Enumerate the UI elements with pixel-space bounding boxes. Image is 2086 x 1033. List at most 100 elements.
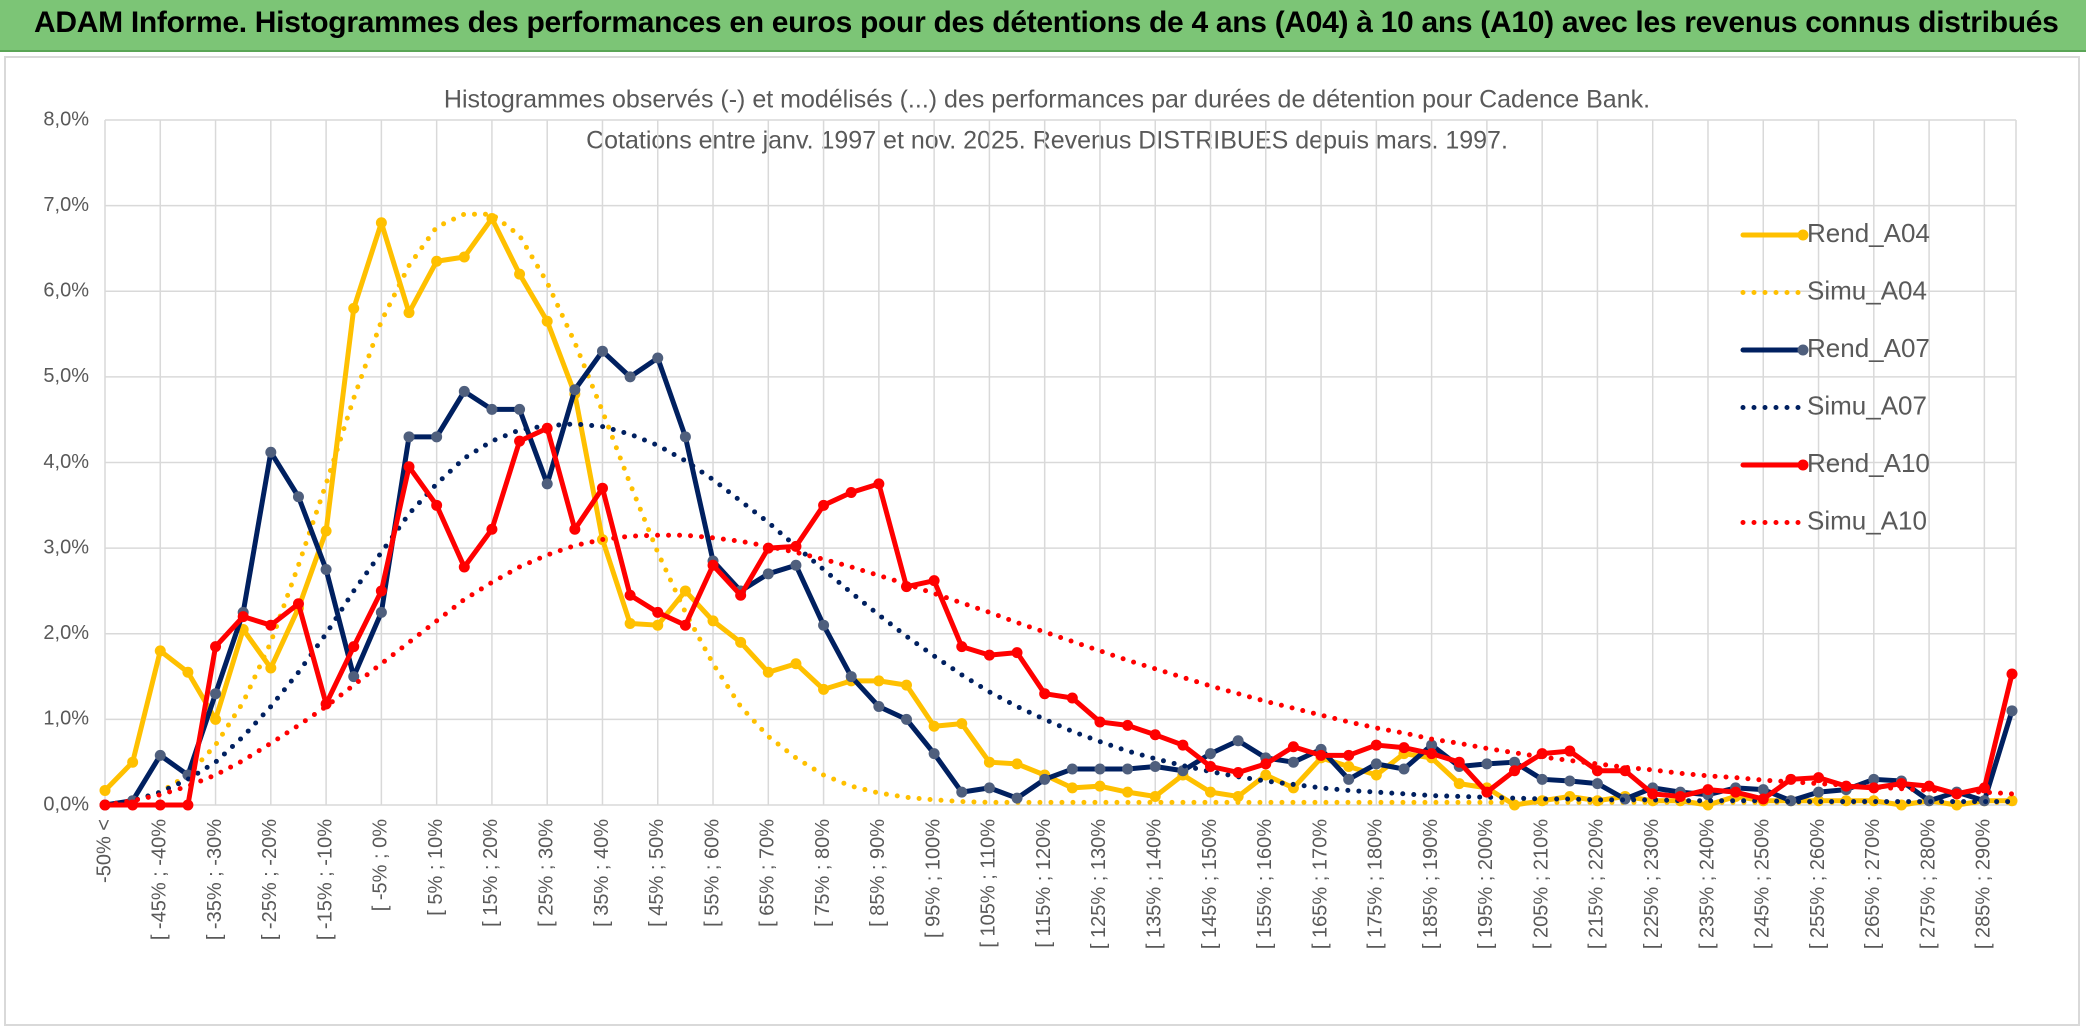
legend-marker	[1797, 229, 1809, 241]
series-line	[102, 532, 2015, 808]
data-point	[1011, 758, 1023, 770]
x-tick-label: [ 255% ; 260%	[1807, 819, 1829, 949]
data-point	[182, 799, 194, 811]
data-point	[1757, 784, 1769, 796]
data-point	[707, 559, 719, 571]
data-point	[237, 611, 249, 623]
data-point	[1453, 756, 1465, 768]
data-point	[983, 782, 995, 794]
data-point	[210, 713, 222, 725]
data-point	[431, 431, 443, 443]
data-point	[1066, 782, 1078, 794]
x-tick-label: [ 125% ; 130%	[1088, 819, 1110, 949]
x-tick-label: [ 205% ; 210%	[1530, 819, 1552, 949]
data-point	[790, 559, 802, 571]
data-point	[1398, 742, 1410, 754]
data-point	[292, 491, 304, 503]
x-tick-label: [ 95% ; 100%	[922, 819, 944, 938]
data-point	[624, 371, 636, 383]
data-point	[1564, 745, 1576, 757]
data-point	[956, 718, 968, 730]
data-point	[1923, 780, 1935, 792]
data-point	[1094, 780, 1106, 792]
x-tick-label: [ -5% ; 0%	[370, 819, 392, 911]
data-point	[320, 564, 332, 576]
data-point	[265, 619, 277, 631]
x-tick-label: [ 45% ; 50%	[646, 819, 668, 927]
y-tick-label: 4,0%	[43, 451, 89, 473]
data-point	[403, 461, 415, 473]
data-point	[1122, 786, 1134, 798]
legend-item: Simu_A10	[1740, 505, 1927, 535]
data-point	[182, 666, 194, 678]
x-tick-label: [ 25% ; 30%	[535, 819, 557, 927]
data-point	[1509, 765, 1521, 777]
x-tick-label: [ 135% ; 140%	[1144, 819, 1166, 949]
x-tick-label: [ 115% ; 120%	[1033, 819, 1055, 948]
chart-subtitle: Cotations entre janv. 1997 et nov. 2025.…	[586, 127, 1508, 155]
data-point	[99, 784, 111, 796]
data-point	[1370, 758, 1382, 770]
data-point	[292, 598, 304, 610]
data-point	[900, 679, 912, 691]
data-point	[762, 666, 774, 678]
data-point	[541, 422, 553, 434]
x-tick-label: [ 65% ; 70%	[757, 819, 779, 927]
x-tick-label: [ 145% ; 150%	[1199, 819, 1221, 949]
y-tick-label: 3,0%	[43, 536, 89, 558]
data-point	[1260, 769, 1272, 781]
data-point	[1481, 786, 1493, 798]
y-tick-label: 5,0%	[43, 365, 89, 387]
data-point	[154, 749, 166, 761]
legend-marker	[1797, 459, 1809, 471]
data-point	[1951, 788, 1963, 800]
data-point	[1094, 716, 1106, 728]
x-tick-label: [ 75% ; 80%	[812, 819, 834, 927]
data-point	[375, 585, 387, 597]
data-point	[1370, 739, 1382, 751]
data-point	[1094, 763, 1106, 775]
data-point	[1343, 760, 1355, 772]
data-point	[1149, 760, 1161, 772]
y-tick-label: 8,0%	[43, 108, 89, 130]
data-point	[1978, 782, 1990, 794]
y-tick-label: 0,0%	[43, 793, 89, 815]
legend-item: Rend_A04	[1740, 218, 1930, 248]
data-point	[652, 352, 664, 364]
series-line	[102, 421, 2015, 808]
data-point	[541, 315, 553, 327]
data-point	[1232, 735, 1244, 747]
data-point	[265, 446, 277, 458]
data-point	[541, 478, 553, 490]
data-point	[1813, 786, 1825, 798]
data-point	[707, 615, 719, 627]
legend-item: Rend_A10	[1740, 448, 1930, 478]
y-tick-label: 1,0%	[43, 708, 89, 730]
x-tick-label: [ 235% ; 240%	[1696, 819, 1718, 949]
x-tick-label: [ 285% ; 290%	[1973, 819, 1995, 949]
data-point	[983, 649, 995, 661]
data-point	[2006, 668, 2018, 680]
data-point	[983, 756, 995, 768]
x-tick-label: [ 15% ; 20%	[480, 819, 502, 927]
data-point	[1509, 756, 1521, 768]
data-point	[735, 589, 747, 601]
data-point	[514, 435, 526, 447]
data-point	[679, 431, 691, 443]
data-point	[1315, 749, 1327, 761]
data-point	[127, 799, 139, 811]
data-point	[514, 403, 526, 415]
x-tick-label: [ -25% ; -20%	[259, 819, 281, 940]
data-point	[1647, 788, 1659, 800]
x-tick-label: [ 5% ; 10%	[425, 819, 447, 916]
data-point	[1287, 756, 1299, 768]
data-point	[596, 345, 608, 357]
data-point	[679, 619, 691, 631]
data-point	[873, 701, 885, 713]
data-point	[2006, 705, 2018, 717]
data-point	[1757, 793, 1769, 805]
data-point	[154, 645, 166, 657]
